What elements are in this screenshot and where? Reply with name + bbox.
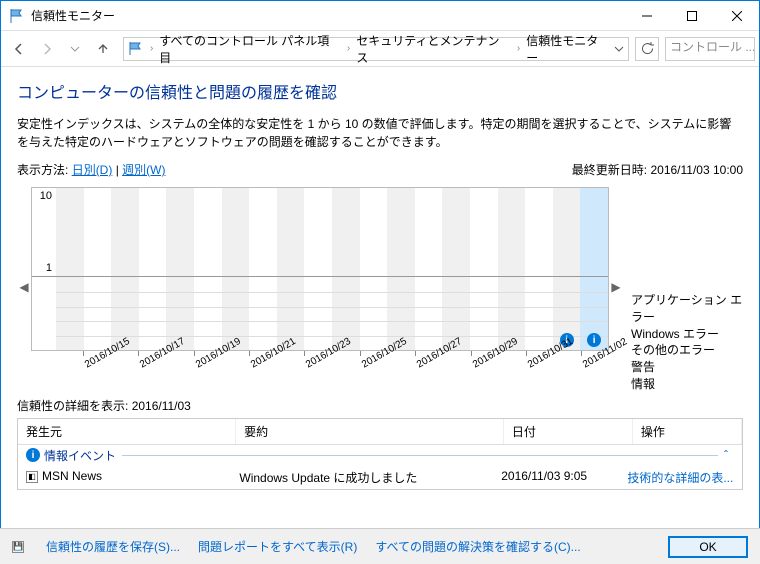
up-button[interactable]: [89, 35, 117, 63]
view-label: 表示方法:: [17, 163, 68, 177]
collapse-icon[interactable]: ˆ: [718, 448, 734, 462]
legend-item: 警告: [631, 359, 743, 376]
breadcrumb-flag-icon: [128, 41, 144, 57]
refresh-button[interactable]: [635, 37, 659, 61]
section-label: 情報イベント: [44, 447, 116, 464]
minimize-button[interactable]: [624, 1, 669, 31]
maximize-button[interactable]: [669, 1, 714, 31]
col-action[interactable]: 操作: [633, 419, 742, 444]
table-row[interactable]: ◧MSN NewsWindows Update に成功しました2016/11/0…: [18, 466, 742, 489]
navbar: › すべてのコントロール パネル項目 › セキュリティとメンテナンス › 信頼性…: [1, 31, 759, 67]
y-max: 10: [40, 190, 52, 202]
chart-prev-button[interactable]: ◀: [17, 202, 31, 372]
app-icon: ◧: [26, 471, 38, 483]
description: 安定性インデックスは、システムの全体的な安定性を 1 から 10 の数値で評価し…: [17, 115, 743, 151]
legend-item: Windows エラー: [631, 326, 743, 343]
section-header[interactable]: i 情報イベント ˆ: [18, 445, 742, 466]
col-date[interactable]: 日付: [504, 419, 633, 444]
col-source[interactable]: 発生元: [18, 419, 236, 444]
view-weekly-link[interactable]: 週別(W): [122, 163, 165, 177]
legend-item: 情報: [631, 376, 743, 393]
footer: 💾 信頼性の履歴を保存(S)... 問題レポートをすべて表示(R) すべての問題…: [0, 528, 760, 564]
breadcrumb[interactable]: › すべてのコントロール パネル項目 › セキュリティとメンテナンス › 信頼性…: [123, 37, 629, 61]
details-header-date: 2016/11/03: [132, 399, 191, 413]
legend-item: アプリケーション エラー: [631, 292, 743, 326]
save-icon: 💾: [12, 541, 24, 553]
info-icon: i: [26, 448, 40, 462]
close-button[interactable]: [714, 1, 759, 31]
back-button[interactable]: [5, 35, 33, 63]
ok-button[interactable]: OK: [668, 536, 748, 558]
window-title: 信頼性モニター: [31, 7, 624, 24]
content: コンピューターの信頼性と問題の履歴を確認 安定性インデックスは、システムの全体的…: [1, 67, 759, 527]
reliability-chart[interactable]: 10 1 ii: [31, 187, 609, 351]
col-summary[interactable]: 要約: [236, 419, 504, 444]
page-heading: コンピューターの信頼性と問題の履歴を確認: [17, 79, 743, 103]
details-header-prefix: 信頼性の詳細を表示:: [17, 399, 128, 413]
action-link[interactable]: 技術的な詳細の表...: [627, 471, 733, 485]
breadcrumb-item[interactable]: セキュリティとメンテナンス: [356, 32, 511, 66]
chart-wrap: ◀ 10 1 ii 2016/10/152016/10/172016/10/19…: [17, 182, 743, 393]
last-update-value: 2016/11/03 10:00: [650, 163, 743, 177]
breadcrumb-item[interactable]: すべてのコントロール パネル項目: [159, 32, 341, 66]
view-reports-link[interactable]: 問題レポートをすべて表示(R): [198, 538, 357, 555]
check-solutions-link[interactable]: すべての問題の解決策を確認する(C)...: [375, 538, 580, 555]
app-flag-icon: [9, 8, 25, 24]
legend-item: その他のエラー: [631, 342, 743, 359]
chart-legend: アプリケーション エラーWindows エラーその他のエラー警告情報: [623, 182, 743, 393]
search-input[interactable]: コントロール ...: [665, 37, 755, 61]
titlebar: 信頼性モニター: [1, 1, 759, 31]
y-min: 1: [46, 262, 52, 274]
view-daily-link[interactable]: 日別(D): [72, 163, 113, 177]
breadcrumb-dropdown-icon[interactable]: [614, 44, 624, 54]
date-axis: 2016/10/152016/10/172016/10/192016/10/21…: [55, 351, 609, 387]
details-table: 発生元 要約 日付 操作 i 情報イベント ˆ ◧MSN NewsWindows…: [17, 418, 743, 490]
save-history-link[interactable]: 信頼性の履歴を保存(S)...: [46, 538, 180, 555]
forward-button[interactable]: [33, 35, 61, 63]
breadcrumb-item[interactable]: 信頼性モニター: [526, 32, 610, 66]
recent-button[interactable]: [61, 35, 89, 63]
last-update-label: 最終更新日時:: [572, 163, 647, 177]
